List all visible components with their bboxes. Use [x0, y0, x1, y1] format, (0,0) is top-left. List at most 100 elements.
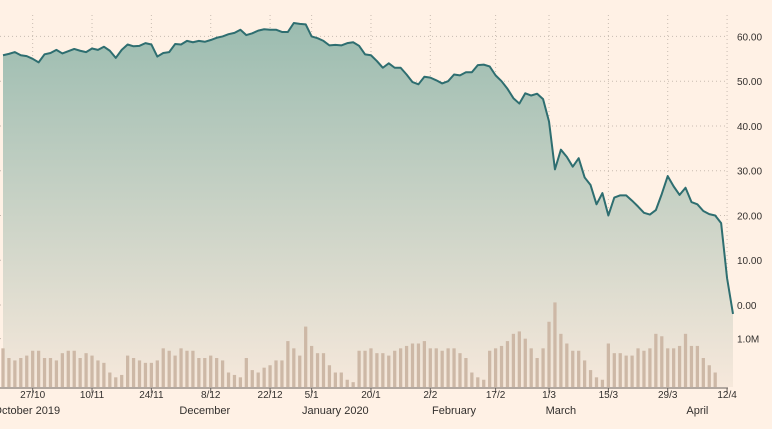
month-label: January 2020	[302, 405, 369, 417]
month-label: March	[546, 405, 577, 417]
volume-bar	[7, 358, 11, 387]
volume-bar	[339, 372, 343, 387]
volume-bar	[60, 353, 64, 387]
x-tick-label: 10/11	[80, 390, 105, 401]
volume-bar	[677, 345, 682, 387]
month-label: April	[686, 405, 708, 417]
price-line-layer	[2, 22, 734, 315]
volume-bar	[54, 360, 59, 387]
volume-bar	[642, 350, 646, 387]
volume-bar	[48, 358, 53, 387]
y-tick-label: 50.00	[737, 77, 762, 88]
volume-bar	[185, 350, 189, 387]
volume-bar	[84, 353, 88, 387]
volume-bar	[102, 362, 106, 387]
y-tick-label: 0.00	[737, 301, 757, 312]
month-label: December	[179, 405, 230, 417]
x-tick-label: 15/3	[599, 390, 619, 401]
volume-bar	[78, 358, 82, 387]
volume-bar	[19, 358, 23, 387]
volume-bar	[588, 370, 593, 387]
x-tick-label: 20/1	[361, 390, 381, 401]
volume-bar	[636, 348, 640, 387]
volume-bar	[464, 358, 468, 387]
y-tick-label: 20.00	[737, 211, 762, 222]
x-tick-label: 12/4	[717, 390, 737, 401]
volume-bar	[126, 355, 130, 387]
volume-bar	[36, 350, 41, 387]
volume-bar	[594, 377, 599, 387]
volume-bar	[345, 379, 349, 387]
volume-bar	[167, 350, 171, 387]
volume-bar	[428, 348, 432, 387]
volume-bar	[25, 355, 29, 387]
volume-bar	[315, 353, 320, 387]
y-tick-label: 40.00	[737, 122, 762, 133]
volume-bar	[565, 343, 569, 387]
price-area	[3, 23, 733, 387]
volume-bar	[505, 341, 510, 387]
volume-bar	[452, 348, 456, 387]
volume-bar	[131, 358, 136, 387]
volume-bar	[511, 333, 516, 387]
volume-bar	[375, 353, 379, 387]
volume-bar	[321, 353, 326, 387]
volume-bar	[488, 350, 492, 387]
volume-bar	[191, 350, 195, 387]
volume-bar	[244, 358, 248, 387]
volume-bar	[381, 353, 385, 387]
volume-bar	[173, 355, 177, 387]
month-labels: October 2019 December January 2020 February…	[0, 405, 708, 417]
volume-bar	[31, 350, 35, 387]
volume-bar	[582, 360, 587, 387]
volume-bar	[654, 333, 658, 387]
volume-bar	[304, 326, 308, 387]
volume-bar	[238, 377, 243, 387]
volume-bar	[280, 360, 284, 387]
volume-bar	[357, 350, 361, 387]
volume-bar	[571, 350, 575, 387]
volume-bar	[476, 377, 480, 387]
volume-bar	[262, 367, 266, 387]
volume-bar	[42, 358, 47, 387]
volume-bar	[666, 348, 670, 387]
volume-bar	[137, 360, 142, 387]
month-label: October 2019	[0, 405, 60, 417]
volume-bar	[66, 350, 70, 387]
volume-bar	[268, 365, 272, 387]
volume-bar	[226, 372, 231, 387]
volume-bar	[648, 348, 652, 387]
volume-bar	[689, 345, 694, 387]
volume-bar	[149, 362, 153, 387]
volume-bar	[143, 362, 148, 387]
volume-bar	[309, 345, 314, 387]
volume-bar	[120, 374, 124, 387]
volume-bar	[387, 355, 391, 387]
volume-bar	[493, 348, 498, 387]
volume-bar	[410, 343, 415, 387]
volume-bar	[612, 353, 616, 387]
volume-bar	[535, 358, 539, 387]
volume-bar	[440, 350, 444, 387]
volume-bar	[327, 365, 332, 387]
volume-bar	[232, 374, 237, 387]
volume-bar	[559, 333, 563, 387]
x-tick-label: 17/2	[486, 390, 506, 401]
volume-bar	[351, 382, 355, 387]
volume-bar	[695, 345, 700, 387]
volume-bar	[274, 360, 278, 387]
volume-bar	[499, 345, 504, 387]
volume-bar	[161, 348, 165, 387]
volume-bar	[577, 350, 581, 387]
volume-bar	[529, 348, 533, 387]
volume-bar	[393, 350, 397, 387]
volume-bar	[422, 341, 427, 387]
x-tick-label: 2/2	[423, 390, 437, 401]
volume-bar	[600, 379, 605, 387]
volume-bar	[179, 348, 183, 387]
month-label: February	[432, 405, 477, 417]
volume-bars	[1, 302, 717, 387]
volume-bar	[416, 343, 421, 387]
x-tick-label: 8/12	[201, 390, 221, 401]
